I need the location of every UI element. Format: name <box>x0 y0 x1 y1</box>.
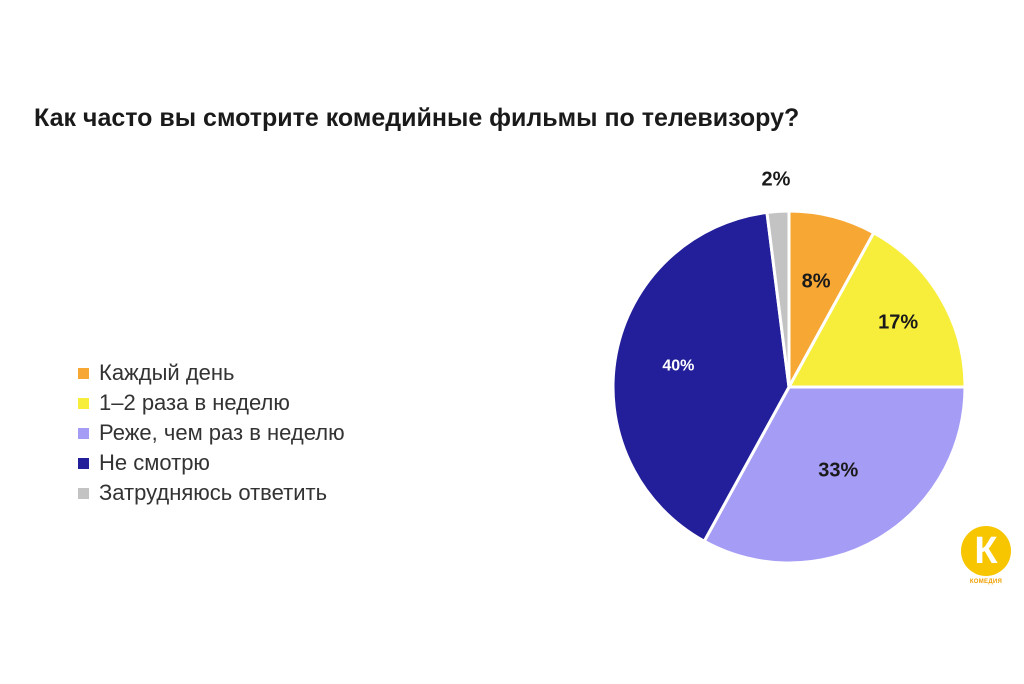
pie-slice-5 <box>765 209 791 389</box>
legend-item-2: 1–2 раза в неделю <box>78 388 345 418</box>
legend-label: Каждый день <box>99 360 235 385</box>
legend-label: Затрудняюсь ответить <box>99 480 328 505</box>
slice-label-5: 2% <box>762 169 791 191</box>
legend-swatch <box>78 457 89 469</box>
pie-slice-2 <box>787 231 967 389</box>
logo-k-icon: К <box>961 526 1011 576</box>
slice-label-3: 33% <box>818 459 858 481</box>
slice-label-4: 40% <box>662 357 694 374</box>
legend-swatch <box>78 427 89 439</box>
pie-slice-1 <box>787 209 876 389</box>
pie-slice-3 <box>702 385 967 565</box>
legend-swatch <box>78 397 89 409</box>
brand-logo: К КОМЕДИЯ <box>960 526 1012 585</box>
chart-title: Как часто вы смотрите комедийные фильмы … <box>34 104 800 132</box>
pie-slices <box>611 209 967 565</box>
legend-item-4: Не смотрю <box>78 448 345 478</box>
pie-labels: 8% 17% 33% 40% 2% <box>662 169 918 482</box>
legend-swatch <box>78 487 89 499</box>
slice-label-2: 17% <box>878 312 918 334</box>
logo-text: КОМЕДИЯ <box>969 579 1003 585</box>
legend-label: Реже, чем раз в неделю <box>99 420 345 445</box>
pie-slice-4 <box>611 210 791 543</box>
slice-label-1: 8% <box>802 270 831 292</box>
legend-label: Не смотрю <box>99 450 210 475</box>
legend-label: 1–2 раза в неделю <box>99 390 290 415</box>
legend-swatch <box>78 367 89 379</box>
legend-item-3: Реже, чем раз в неделю <box>78 418 345 448</box>
legend: Каждый день 1–2 раза в неделю Реже, чем ра… <box>78 358 345 508</box>
legend-item-5: Затрудняюсь ответить <box>78 478 345 508</box>
legend-item-1: Каждый день <box>78 358 345 388</box>
